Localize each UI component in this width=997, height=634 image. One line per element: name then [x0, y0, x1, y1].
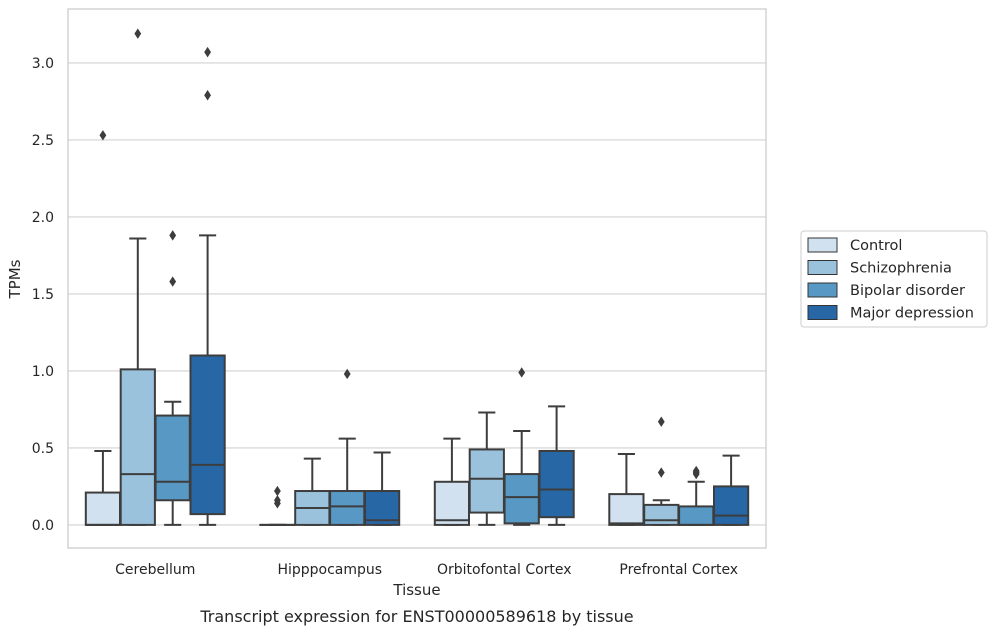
outlier-point: [343, 368, 351, 380]
y-tick-label: 2.0: [32, 210, 54, 226]
y-tick-label: 3.0: [32, 56, 54, 72]
chart-caption: Transcript expression for ENST0000058961…: [199, 607, 633, 626]
y-tick-label: 1.5: [32, 287, 54, 303]
box-iqr: [712, 485, 750, 526]
box-control-prefrontal-cortex: [608, 453, 645, 526]
legend-swatch: [807, 282, 838, 298]
legend-swatch: [807, 260, 838, 275]
outlier-point: [169, 276, 177, 287]
legend-frame: [800, 230, 988, 328]
y-tick-label: 0.5: [32, 441, 54, 457]
box-iqr: [608, 493, 645, 526]
box-iqr: [119, 368, 156, 526]
x-tick-label: Prefrontal Cortex: [619, 562, 738, 578]
outlier-point: [692, 465, 700, 477]
outlier-point: [274, 498, 281, 509]
outlier-point: [169, 230, 177, 241]
box-iqr: [643, 503, 680, 526]
x-tick-label: Hipppocampus: [277, 562, 382, 578]
box-control-cerebellum: [84, 130, 122, 526]
x-axis-label: Tissue: [392, 581, 440, 599]
x-tick-label: Orbitofontal Cortex: [437, 562, 572, 578]
box-schizophrenia-hipppocampus: [294, 457, 331, 526]
box-bipolar-disorder-hipppocampus: [329, 368, 366, 526]
legend: Control Schizophrenia Bipolar disorder Majo…: [800, 230, 988, 328]
plot-frame: [67, 8, 767, 549]
outlier-point: [204, 90, 211, 101]
box-bipolar-disorder-prefrontal-cortex: [678, 465, 715, 526]
y-tick-label: 1.0: [32, 364, 54, 380]
y-tick-label: 0.0: [32, 518, 54, 534]
box-iqr: [84, 491, 122, 526]
outlier-point: [134, 28, 142, 39]
box-iqr: [363, 490, 401, 526]
y-tick-label: 2.5: [32, 133, 54, 149]
legend-swatch: [807, 237, 838, 253]
outlier-point: [274, 485, 281, 497]
box-schizophrenia-cerebellum: [119, 28, 156, 526]
box-schizophrenia-prefrontal-cortex: [643, 416, 680, 526]
outlier-point: [657, 416, 665, 427]
outlier-point: [518, 367, 526, 378]
box-groups: [84, 28, 750, 526]
box-major-depression-prefrontal-cortex: [712, 454, 750, 526]
x-tick-labels: Cerebellum Hipppocampus Orbitofontal Corte…: [115, 562, 738, 578]
box-iqr: [468, 448, 505, 514]
outlier-point: [204, 46, 211, 58]
box-iqr: [538, 449, 575, 519]
legend-label: Schizophrenia: [850, 261, 952, 277]
legend-label: Control: [850, 238, 902, 254]
outlier-point: [99, 130, 107, 141]
box-iqr: [503, 473, 540, 525]
box-bipolar-disorder-orbitofontal-cortex: [503, 367, 540, 526]
box-schizophrenia-orbitofontal-cortex: [468, 411, 505, 526]
box-bipolar-disorder-cerebellum: [154, 230, 191, 526]
outlier-point: [657, 467, 665, 478]
box-control-orbitofontal-cortex: [433, 437, 471, 526]
legend-label: Bipolar disorder: [850, 283, 965, 299]
box-iqr: [189, 354, 226, 516]
box-iqr: [433, 480, 471, 526]
box-iqr: [678, 505, 715, 526]
y-axis-label: TPMs: [6, 259, 24, 299]
legend-swatch: [807, 305, 838, 320]
y-tick-labels: 0.0 0.5 1.0 1.5 2.0 2.5 3.0: [32, 56, 54, 534]
box-iqr: [154, 414, 191, 502]
box-major-depression-cerebellum: [189, 46, 226, 526]
legend-label: Major depression: [850, 306, 974, 322]
box-major-depression-orbitofontal-cortex: [538, 405, 575, 526]
box-iqr: [329, 490, 366, 526]
box-control-hipppocampus: [259, 485, 296, 526]
x-tick-label: Cerebellum: [115, 562, 195, 578]
box-major-depression-hipppocampus: [363, 451, 401, 526]
